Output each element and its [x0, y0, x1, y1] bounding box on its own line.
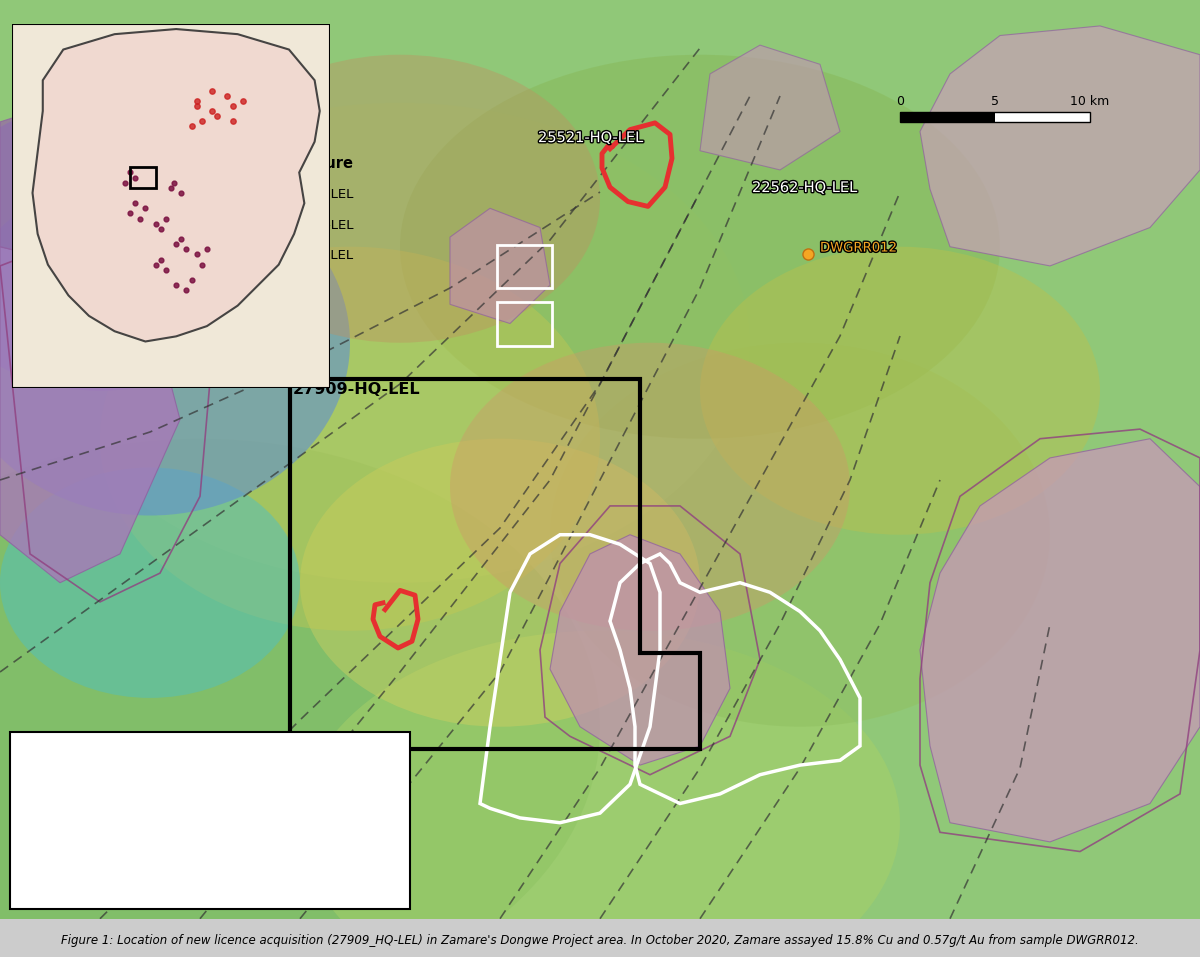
Point: [151, 221, 170, 236]
FancyBboxPatch shape: [222, 249, 250, 268]
Point: [115, 175, 134, 190]
Ellipse shape: [700, 247, 1100, 535]
Point: [223, 114, 242, 129]
Text: 22562-HQ-LEL: 22562-HQ-LEL: [752, 180, 857, 195]
Point: [161, 180, 181, 195]
Point: [223, 99, 242, 114]
Text: 5: 5: [991, 95, 998, 107]
Point: [126, 195, 145, 211]
Point: [182, 119, 202, 134]
Point: [176, 241, 196, 256]
Ellipse shape: [100, 247, 600, 631]
Ellipse shape: [50, 102, 750, 583]
Point: [172, 186, 191, 201]
Ellipse shape: [0, 170, 350, 516]
Ellipse shape: [550, 343, 1050, 726]
Point: [164, 175, 184, 190]
Point: [146, 257, 166, 273]
Point: [167, 236, 186, 252]
FancyBboxPatch shape: [222, 218, 250, 237]
Point: [187, 93, 206, 108]
FancyBboxPatch shape: [22, 157, 50, 176]
Ellipse shape: [0, 468, 300, 698]
Point: [187, 99, 206, 114]
Text: 22562-HQ-LEL: 22562-HQ-LEL: [258, 188, 353, 200]
Text: Figure 1: Location of new licence acquisition (27909_HQ-LEL) in Zamare's Dongwe : Figure 1: Location of new licence acquis…: [61, 934, 1139, 947]
Polygon shape: [450, 209, 550, 323]
FancyBboxPatch shape: [222, 188, 250, 207]
Point: [233, 93, 252, 108]
Bar: [900, 112, 995, 122]
Text: Dongwe Tenure: Dongwe Tenure: [226, 156, 353, 170]
Point: [208, 108, 227, 123]
Point: [203, 83, 222, 99]
Point: [203, 103, 222, 119]
Bar: [497, 245, 552, 288]
Point: [192, 257, 211, 273]
Bar: [130, 167, 156, 188]
Ellipse shape: [300, 631, 900, 957]
Point: [146, 216, 166, 232]
Point: [156, 211, 175, 226]
Point: [182, 273, 202, 288]
Text: 27909-HQ-LEL: 27909-HQ-LEL: [293, 382, 421, 396]
Point: [192, 114, 211, 129]
Text: DWGRR012: DWGRR012: [58, 188, 136, 200]
Polygon shape: [920, 438, 1200, 842]
Point: [187, 247, 206, 262]
Bar: [900, 112, 1090, 122]
Point: [126, 170, 145, 186]
Ellipse shape: [200, 55, 600, 343]
Ellipse shape: [400, 55, 1000, 438]
Polygon shape: [920, 26, 1200, 266]
Ellipse shape: [300, 438, 700, 726]
Polygon shape: [0, 247, 180, 583]
Bar: [497, 302, 552, 345]
Text: Faults (Interp): Faults (Interp): [58, 249, 151, 262]
Point: [167, 278, 186, 293]
Polygon shape: [700, 45, 840, 170]
Ellipse shape: [0, 438, 600, 957]
Text: BHP Targets: BHP Targets: [58, 157, 137, 169]
Text: 10 km: 10 km: [1070, 95, 1110, 107]
Point: [218, 88, 238, 103]
Point: [172, 232, 191, 247]
Point: [120, 165, 139, 180]
Bar: [995, 112, 1090, 122]
Text: 25521-HQ-LEL: 25521-HQ-LEL: [258, 218, 354, 232]
Ellipse shape: [0, 102, 280, 390]
Polygon shape: [32, 29, 319, 342]
Point: [156, 262, 175, 278]
Point: [120, 206, 139, 221]
Polygon shape: [550, 535, 730, 765]
Polygon shape: [0, 102, 120, 266]
Text: 0: 0: [896, 95, 904, 107]
Point: [136, 201, 155, 216]
Point: [176, 282, 196, 298]
Bar: [10, 731, 410, 909]
Text: 25521-HQ-LEL: 25521-HQ-LEL: [538, 130, 643, 145]
Point: [131, 211, 150, 226]
Ellipse shape: [450, 343, 850, 631]
Point: [197, 241, 216, 256]
Text: Granites: Granites: [58, 218, 114, 232]
Text: 27909-HQ-LEL: 27909-HQ-LEL: [258, 249, 353, 262]
Text: DWGRR012: DWGRR012: [820, 241, 898, 255]
FancyBboxPatch shape: [22, 218, 50, 237]
Point: [151, 252, 170, 267]
